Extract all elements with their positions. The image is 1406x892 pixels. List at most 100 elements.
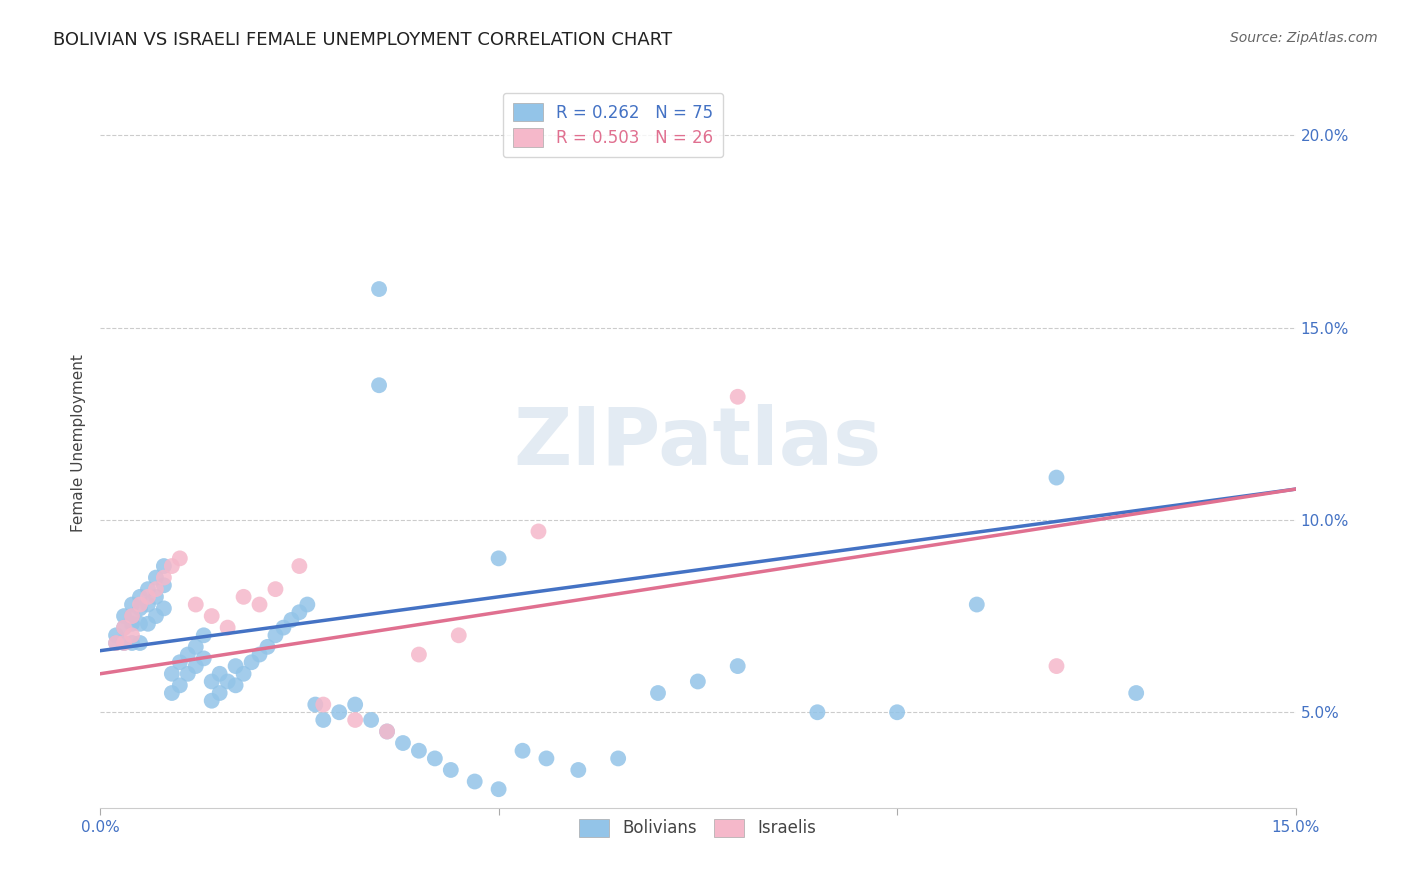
Point [153, 578, 176, 592]
Point [105, 636, 128, 650]
Point [806, 705, 828, 719]
Point [145, 582, 167, 596]
Point [112, 621, 135, 635]
Point [177, 648, 200, 662]
Legend: Bolivians, Israelis: Bolivians, Israelis [572, 812, 823, 844]
Point [297, 598, 319, 612]
Point [201, 694, 224, 708]
Point [112, 621, 135, 635]
Point [201, 674, 224, 689]
Point [129, 590, 152, 604]
Text: ZIPatlas: ZIPatlas [513, 404, 882, 482]
Point [121, 598, 143, 612]
Point [240, 655, 263, 669]
Point [727, 659, 749, 673]
Point [105, 636, 128, 650]
Point [527, 524, 550, 539]
Point [304, 698, 326, 712]
Point [121, 609, 143, 624]
Point [129, 636, 152, 650]
Point [288, 559, 311, 574]
Point [536, 751, 558, 765]
Point [129, 616, 152, 631]
Point [136, 598, 159, 612]
Point [145, 590, 167, 604]
Point [121, 616, 143, 631]
Point [208, 666, 231, 681]
Point [217, 621, 239, 635]
Point [567, 763, 589, 777]
Text: Source: ZipAtlas.com: Source: ZipAtlas.com [1230, 31, 1378, 45]
Point [121, 628, 143, 642]
Point [360, 713, 382, 727]
Point [512, 744, 534, 758]
Point [121, 609, 143, 624]
Point [344, 698, 367, 712]
Point [249, 648, 271, 662]
Point [249, 598, 271, 612]
Point [375, 724, 398, 739]
Point [121, 636, 143, 650]
Point [312, 698, 335, 712]
Point [153, 571, 176, 585]
Point [112, 636, 135, 650]
Point [423, 751, 446, 765]
Point [312, 713, 335, 727]
Point [145, 609, 167, 624]
Point [225, 678, 247, 692]
Point [686, 674, 709, 689]
Point [184, 598, 207, 612]
Point [232, 590, 254, 604]
Point [184, 659, 207, 673]
Point [375, 724, 398, 739]
Point [1045, 659, 1067, 673]
Point [727, 390, 749, 404]
Point [184, 640, 207, 654]
Point [112, 609, 135, 624]
Point [160, 686, 183, 700]
Point [328, 705, 350, 719]
Y-axis label: Female Unemployment: Female Unemployment [72, 354, 86, 532]
Point [193, 651, 215, 665]
Point [288, 605, 311, 619]
Point [344, 713, 367, 727]
Point [607, 751, 630, 765]
Point [368, 282, 391, 296]
Text: BOLIVIAN VS ISRAELI FEMALE UNEMPLOYMENT CORRELATION CHART: BOLIVIAN VS ISRAELI FEMALE UNEMPLOYMENT … [53, 31, 672, 49]
Point [1125, 686, 1147, 700]
Point [105, 628, 128, 642]
Point [136, 582, 159, 596]
Point [225, 659, 247, 673]
Point [136, 590, 159, 604]
Point [169, 678, 191, 692]
Point [208, 686, 231, 700]
Point [447, 628, 470, 642]
Point [136, 616, 159, 631]
Point [440, 763, 463, 777]
Point [368, 378, 391, 392]
Point [145, 571, 167, 585]
Point [201, 609, 224, 624]
Point [1045, 470, 1067, 484]
Point [647, 686, 669, 700]
Point [966, 598, 988, 612]
Point [129, 601, 152, 615]
Point [464, 774, 486, 789]
Point [217, 674, 239, 689]
Point [169, 551, 191, 566]
Point [256, 640, 278, 654]
Point [392, 736, 415, 750]
Point [169, 655, 191, 669]
Point [488, 782, 510, 797]
Point [112, 636, 135, 650]
Point [408, 648, 430, 662]
Point [886, 705, 908, 719]
Point [280, 613, 302, 627]
Point [264, 582, 287, 596]
Point [153, 601, 176, 615]
Point [193, 628, 215, 642]
Point [264, 628, 287, 642]
Point [408, 744, 430, 758]
Point [160, 666, 183, 681]
Point [273, 621, 295, 635]
